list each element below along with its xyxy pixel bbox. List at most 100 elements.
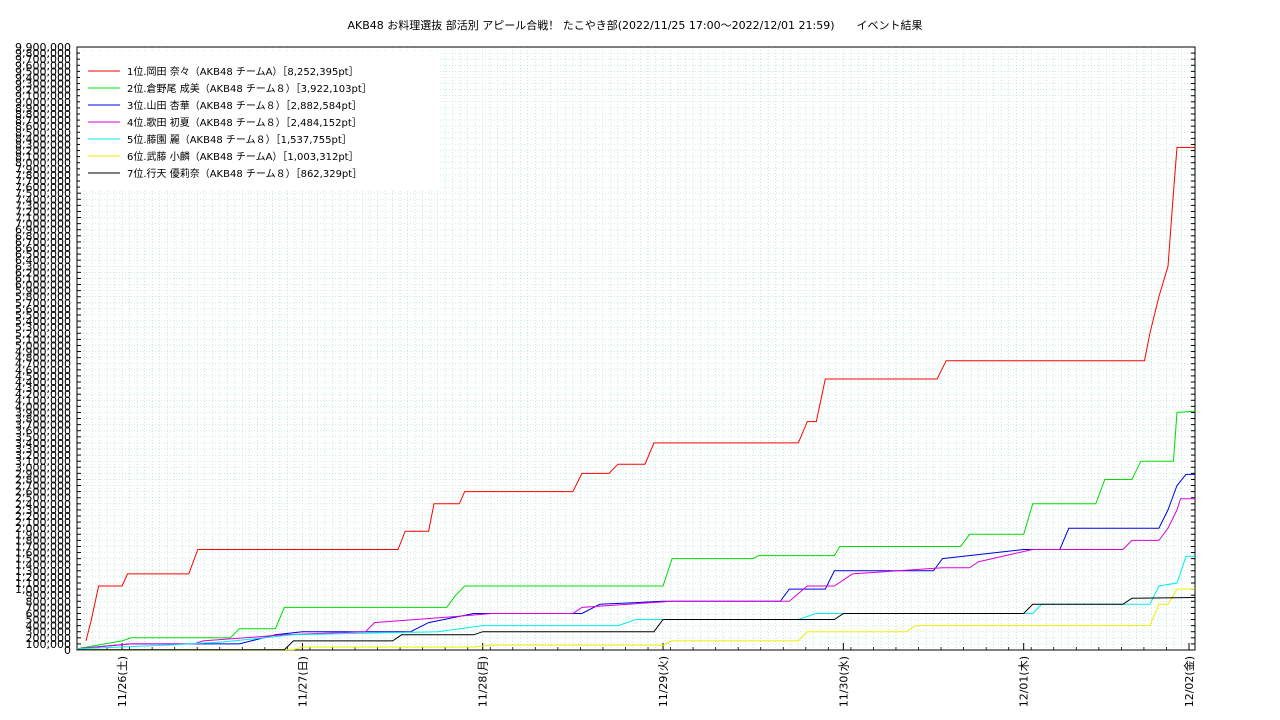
- y-tick-label: 300,000: [26, 626, 72, 639]
- y-tick-label: 5,600,000: [15, 303, 71, 316]
- y-tick-label: 8,900,000: [15, 102, 71, 115]
- series-line-4: [76, 498, 1195, 650]
- y-tick-label: 1,700,000: [15, 540, 71, 553]
- y-tick-label: 2,700,000: [15, 480, 71, 493]
- y-tick-label: 3,000,000: [15, 461, 71, 474]
- y-tick-label: 3,100,000: [15, 455, 71, 468]
- y-tick-label: 9,400,000: [15, 71, 71, 84]
- y-tick-label: 3,300,000: [15, 443, 71, 456]
- y-tick-label: 6,100,000: [15, 272, 71, 285]
- y-tick-label: 6,700,000: [15, 236, 71, 249]
- y-tick-label: 4,000,000: [15, 400, 71, 413]
- legend-box: [80, 52, 440, 190]
- y-tick-label: 1,500,000: [15, 553, 71, 566]
- y-tick-label: 2,100,000: [15, 516, 71, 529]
- y-tick-label: 9,100,000: [15, 90, 71, 103]
- y-tick-label: 2,400,000: [15, 498, 71, 511]
- y-tick-label: 4,500,000: [15, 370, 71, 383]
- y-tick-label: 7,900,000: [15, 163, 71, 176]
- y-tick-label: 4,900,000: [15, 346, 71, 359]
- y-tick-label: 4,600,000: [15, 364, 71, 377]
- y-tick-label: 3,500,000: [15, 431, 71, 444]
- y-tick-label: 4,800,000: [15, 352, 71, 365]
- y-tick-label: 1,800,000: [15, 534, 71, 547]
- x-tick-label: 11/29(火): [657, 656, 670, 707]
- y-tick-label: 700,000: [26, 601, 72, 614]
- y-tick-label: 0: [64, 644, 71, 657]
- y-tick-label: 8,300,000: [15, 138, 71, 151]
- y-tick-label: 4,400,000: [15, 376, 71, 389]
- y-tick-label: 9,500,000: [15, 65, 71, 78]
- series-line-7: [77, 597, 1196, 651]
- y-tick-label: 7,600,000: [15, 181, 71, 194]
- y-tick-label: 900,000: [26, 589, 72, 602]
- y-tick-label: 7,300,000: [15, 199, 71, 212]
- y-tick-label: 3,600,000: [15, 425, 71, 438]
- y-axis: 0100,000200,000300,000400,000500,000600,…: [15, 41, 1195, 657]
- y-tick-label: 8,200,000: [15, 145, 71, 158]
- y-tick-label: 600,000: [26, 607, 72, 620]
- y-tick-label: 5,000,000: [15, 339, 71, 352]
- y-tick-label: 2,200,000: [15, 510, 71, 523]
- y-tick-label: 8,500,000: [15, 126, 71, 139]
- y-tick-label: 1,900,000: [15, 528, 71, 541]
- y-tick-label: 5,700,000: [15, 297, 71, 310]
- y-tick-label: 3,400,000: [15, 437, 71, 450]
- x-tick-label: 11/28(月): [477, 656, 490, 707]
- chart-title: AKB48 お料理選抜 部活別 アピール合戦！ たこやき部(2022/11/25…: [347, 18, 922, 32]
- x-axis: 11/26(土) 11/27(日) 11/28(月) 11/29(火) 11/30(水)…: [84, 643, 1196, 707]
- x-tick-label: 12/02(金): [1182, 656, 1196, 707]
- y-tick-label: 5,300,000: [15, 321, 71, 334]
- y-tick-label: 6,200,000: [15, 266, 71, 279]
- y-tick-label: 7,500,000: [15, 187, 71, 200]
- y-tick-label: 1,400,000: [15, 559, 71, 572]
- series-line-3: [76, 473, 1195, 650]
- plot-frame: [76, 46, 1196, 651]
- y-tick-label: 500,000: [26, 614, 72, 627]
- y-tick-label: 2,600,000: [15, 486, 71, 499]
- legend-entry: 5位.藤園 麗（AKB48 チーム８）［1,537,755pt］: [127, 133, 352, 146]
- y-tick-label: 5,500,000: [15, 309, 71, 322]
- y-tick-label: 9,600,000: [15, 59, 71, 72]
- y-tick-label: 6,300,000: [15, 260, 71, 273]
- y-tick-label: 3,200,000: [15, 449, 71, 462]
- y-tick-label: 9,900,000: [15, 41, 71, 54]
- y-tick-label: 1,100,000: [15, 577, 71, 590]
- y-tick-label: 7,200,000: [15, 205, 71, 218]
- x-tick-label: 11/27(日): [296, 656, 309, 707]
- y-tick-label: 9,800,000: [15, 47, 71, 60]
- legend: 1位.岡田 奈々（AKB48 チームA）［8,252,395pt］ 2位.倉野尾 …: [80, 52, 440, 190]
- legend-entry: 2位.倉野尾 成美（AKB48 チーム８）［3,922,103pt］: [127, 82, 372, 95]
- y-tick-label: 2,000,000: [15, 522, 71, 535]
- y-tick-label: 8,400,000: [15, 132, 71, 145]
- y-tick-label: 6,800,000: [15, 230, 71, 243]
- x-tick-label: 11/30(水): [837, 656, 850, 707]
- y-tick-label: 5,800,000: [15, 291, 71, 304]
- y-tick-label: 400,000: [26, 620, 72, 633]
- y-tick-label: 4,100,000: [15, 394, 71, 407]
- y-tick-label: 4,300,000: [15, 382, 71, 395]
- y-tick-label: 9,700,000: [15, 53, 71, 66]
- y-tick-label: 9,000,000: [15, 96, 71, 109]
- y-tick-label: 1,000,000: [15, 583, 71, 596]
- legend-entry: 7位.行天 優莉奈（AKB48 チーム８）［862,329pt］: [127, 167, 362, 180]
- y-tick-label: 6,600,000: [15, 242, 71, 255]
- y-tick-label: 8,600,000: [15, 120, 71, 133]
- y-tick-label: 1,300,000: [15, 565, 71, 578]
- y-tick-label: 800,000: [26, 595, 72, 608]
- y-tick-label: 5,200,000: [15, 327, 71, 340]
- y-tick-label: 6,000,000: [15, 279, 71, 292]
- legend-entry: 3位.山田 杏華（AKB48 チーム８）［2,882,584pt］: [127, 99, 362, 112]
- y-tick-label: 7,400,000: [15, 193, 71, 206]
- y-tick-label: 8,100,000: [15, 151, 71, 164]
- y-tick-label: 7,100,000: [15, 212, 71, 225]
- y-tick-label: 3,700,000: [15, 419, 71, 432]
- y-tick-label: 2,300,000: [15, 504, 71, 517]
- legend-entry: 1位.岡田 奈々（AKB48 チームA）［8,252,395pt］: [127, 65, 359, 78]
- legend-entry: 4位.歌田 初夏（AKB48 チーム８）［2,484,152pt］: [127, 116, 362, 129]
- series-line-1: [85, 146, 1196, 642]
- y-tick-label: 8,700,000: [15, 114, 71, 127]
- y-tick-label: 1,200,000: [15, 571, 71, 584]
- y-tick-label: 200,000: [26, 632, 72, 645]
